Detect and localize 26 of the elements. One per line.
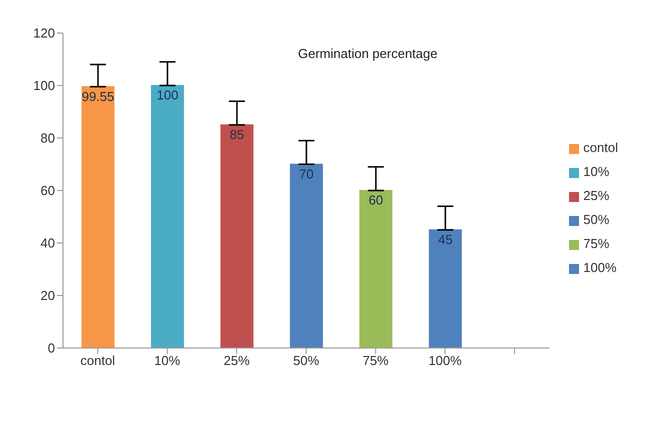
x-tick-label: 100% bbox=[428, 353, 462, 368]
y-tick-label: 0 bbox=[48, 340, 55, 356]
data-label: 60 bbox=[368, 192, 384, 208]
x-tick-label: 50% bbox=[293, 353, 320, 368]
data-label: 70 bbox=[299, 166, 314, 182]
x-tick-label: 10% bbox=[154, 353, 181, 368]
data-label: 99.55 bbox=[82, 88, 114, 104]
y-tick-label: 40 bbox=[40, 236, 55, 251]
legend-label: 75% bbox=[583, 236, 610, 251]
y-tick-label: 60 bbox=[40, 183, 55, 198]
x-tick-label: 25% bbox=[224, 353, 250, 368]
x-tick-label: 75% bbox=[362, 353, 390, 368]
legend-label: 10% bbox=[583, 164, 610, 179]
legend-label: 25% bbox=[583, 188, 610, 203]
data-label: 85 bbox=[230, 127, 244, 142]
legend-label: 50% bbox=[583, 212, 610, 227]
legend-label: 100% bbox=[583, 260, 617, 275]
y-tick-label: 20 bbox=[40, 288, 55, 304]
data-label: 100 bbox=[156, 88, 178, 103]
data-label: 45 bbox=[438, 232, 453, 248]
text: Germination percentage bbox=[298, 46, 438, 61]
y-tick-label: 80 bbox=[40, 130, 55, 146]
y-tick-label: 120 bbox=[33, 26, 55, 41]
y-tick-label: 100 bbox=[33, 78, 55, 94]
x-tick-label: contol bbox=[80, 353, 116, 368]
legend-label: contol bbox=[583, 140, 618, 155]
